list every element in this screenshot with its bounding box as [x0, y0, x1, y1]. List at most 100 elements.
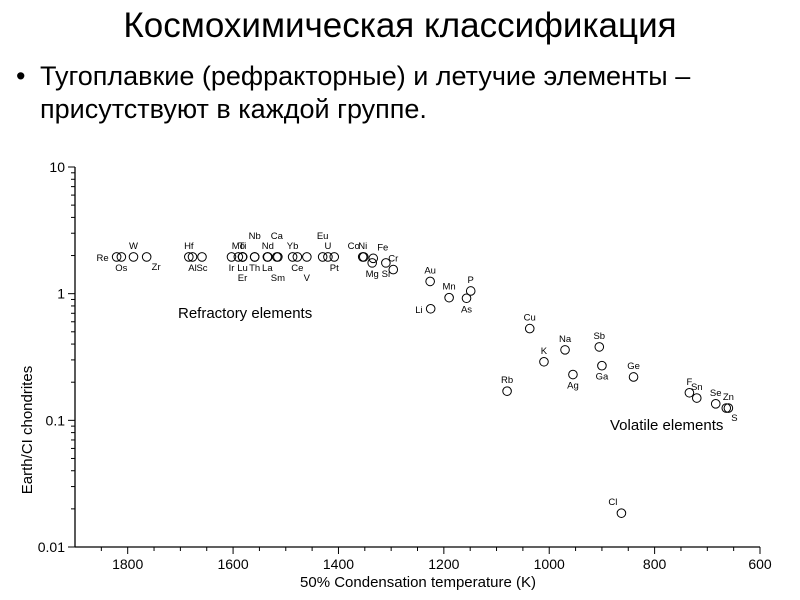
bullet-text: Тугоплавкие (рефракторные) и летучие эле… — [40, 61, 691, 124]
point-label: As — [461, 304, 472, 315]
data-points — [111, 252, 734, 518]
data-point — [262, 252, 273, 262]
point-label: Nb — [249, 231, 261, 242]
point-label: Cu — [524, 313, 536, 324]
point-label: Sm — [271, 273, 285, 284]
point-label: F — [686, 377, 692, 388]
point-label: Mo — [232, 241, 245, 252]
data-point — [141, 252, 152, 262]
point-label: Ag — [567, 381, 579, 392]
data-point — [329, 252, 340, 262]
data-point — [684, 387, 695, 398]
data-point — [367, 258, 377, 268]
data-point — [323, 252, 333, 262]
data-point — [249, 252, 260, 262]
data-point — [425, 303, 436, 314]
data-point — [594, 342, 605, 352]
point-label: Mg — [366, 269, 379, 280]
x-tick-label: 1200 — [428, 556, 459, 572]
data-point — [317, 252, 328, 262]
point-label: Nd — [262, 241, 274, 252]
data-point — [273, 252, 283, 262]
x-tick-label: 800 — [643, 556, 667, 572]
data-point — [465, 286, 476, 296]
data-point — [187, 252, 198, 262]
point-label: Er — [238, 273, 248, 284]
point-label: Ge — [627, 361, 640, 372]
data-point — [524, 323, 535, 334]
point-label: Th — [249, 263, 260, 274]
point-label: Ga — [596, 372, 609, 383]
point-label: W — [129, 241, 138, 252]
x-tick-label: 1800 — [112, 556, 143, 572]
point-label: Co — [348, 241, 360, 252]
axes — [74, 167, 760, 548]
data-point — [128, 252, 139, 262]
data-point — [721, 403, 732, 413]
slide-title: Космохимическая классификация — [123, 6, 677, 45]
y-tick-label: 10 — [49, 159, 65, 175]
data-point — [197, 252, 207, 262]
point-label: Ca — [271, 231, 284, 242]
point-label: Zr — [152, 262, 161, 273]
point-label: Si — [382, 269, 390, 280]
data-point — [444, 292, 454, 303]
point-label: Eu — [317, 231, 329, 242]
data-point — [560, 345, 570, 355]
point-label: Ir — [229, 263, 235, 274]
data-point — [691, 393, 702, 403]
point-label: La — [262, 263, 273, 274]
point-label: Sc — [196, 263, 207, 274]
bullet-item: • Тугоплавкие (рефракторные) и летучие э… — [16, 60, 776, 126]
data-point — [226, 252, 237, 262]
data-point — [381, 258, 391, 268]
point-label: Hf — [184, 241, 194, 252]
y-tick-label: 0.1 — [46, 412, 66, 428]
x-tick-label: 600 — [748, 556, 772, 572]
data-point — [616, 508, 627, 518]
point-label: Re — [96, 253, 108, 264]
y-tick-label: 1 — [57, 286, 65, 302]
data-point — [358, 252, 369, 262]
data-point — [237, 252, 248, 262]
point-label: Al — [188, 263, 196, 274]
bullet-marker: • — [16, 61, 26, 91]
point-label: V — [304, 273, 311, 284]
data-point — [628, 372, 639, 382]
point-label: Ti — [239, 241, 247, 252]
point-label: Se — [710, 388, 722, 399]
condensation-scatter-chart: 1800 1600 1400 1200 1000 800 600 10 1 0.1 0.01 Re O… — [19, 159, 772, 591]
data-point — [502, 386, 512, 396]
data-point — [723, 403, 734, 413]
point-label: Mn — [443, 282, 456, 293]
data-point — [710, 399, 721, 409]
data-point — [539, 356, 549, 367]
data-point — [568, 369, 578, 380]
x-tick-label: 1400 — [323, 556, 354, 572]
data-point — [287, 252, 298, 262]
point-label: Lu — [237, 263, 248, 274]
data-point — [233, 252, 244, 262]
data-point — [116, 252, 127, 262]
point-label: K — [541, 346, 548, 357]
y-axis-label: Earth/CI chondrites — [19, 366, 36, 494]
point-label: Sb — [593, 331, 605, 342]
annotation-refractory: Refractory elements — [178, 305, 312, 322]
point-label: Sn — [691, 382, 703, 393]
data-point — [111, 252, 122, 262]
point-label: P — [468, 275, 474, 286]
point-label: Ni — [358, 241, 367, 252]
y-tick-label: 0.01 — [38, 539, 65, 555]
point-label: Cr — [388, 254, 398, 265]
point-label: Au — [424, 265, 436, 276]
data-point — [388, 264, 399, 275]
x-tick-label: 1000 — [534, 556, 565, 572]
data-point — [597, 360, 607, 371]
data-point — [184, 252, 194, 262]
point-label: Yb — [287, 241, 299, 252]
point-label: Cl — [608, 497, 617, 508]
point-label: Li — [415, 305, 422, 316]
data-point — [368, 253, 379, 264]
data-point — [292, 252, 303, 262]
